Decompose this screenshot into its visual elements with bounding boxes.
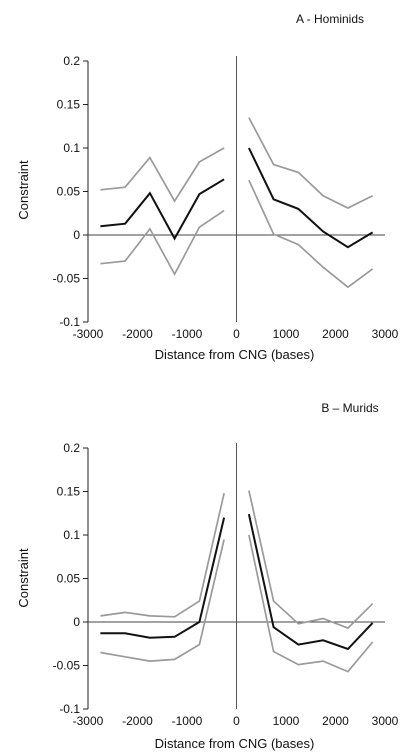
x-axis-label: Distance from CNG (bases) xyxy=(155,347,315,362)
y-tick-label: -0.1 xyxy=(59,315,80,329)
series-upper-line-upstream xyxy=(100,147,225,203)
series-mean-line-upstream xyxy=(100,178,225,241)
y-tick-label: 0.2 xyxy=(63,54,80,68)
y-axis-label: Constraint xyxy=(16,548,31,608)
x-tick-label: -2000 xyxy=(122,327,153,341)
y-tick-label: 0.1 xyxy=(63,528,80,542)
x-tick-label: 0 xyxy=(233,714,240,728)
y-tick-label: -0.05 xyxy=(53,272,81,286)
x-tick-label: 3000 xyxy=(372,714,399,728)
x-axis-label: Distance from CNG (bases) xyxy=(155,736,315,751)
x-tick-label: -3000 xyxy=(73,714,104,728)
x-tick-label: 2000 xyxy=(322,714,349,728)
y-tick-label: -0.1 xyxy=(59,702,80,716)
x-tick-label: 1000 xyxy=(273,327,300,341)
x-tick-label: 0 xyxy=(233,327,240,341)
series-lower-line-downstream xyxy=(248,534,374,673)
chart-panel-1: A - Hominids -0.1 -0.05 0 0.05 0.1 0.15 0.2 -300… xyxy=(16,12,399,362)
series-upper-line-downstream xyxy=(248,117,373,209)
chart-title: B – Murids xyxy=(321,401,378,415)
series-lower-line-upstream xyxy=(100,539,225,662)
x-tick-label: -2000 xyxy=(122,714,153,728)
x-tick-label: -1000 xyxy=(172,714,203,728)
y-tick-label: 0.15 xyxy=(57,98,81,112)
y-tick-label: 0.2 xyxy=(63,441,80,455)
y-tick-label: 0 xyxy=(73,228,80,242)
chart-panel-2: B – Murids -0.1 -0.05 0 0.05 0.1 0.15 0.2 -3000 -… xyxy=(16,401,399,751)
y-tick-label: -0.05 xyxy=(53,659,81,673)
x-tick-label: 3000 xyxy=(372,327,399,341)
y-tick-label: 0.15 xyxy=(57,485,81,499)
x-tick-label: 1000 xyxy=(273,714,300,728)
series-lower-line-downstream xyxy=(248,179,374,289)
series-mean-line-upstream xyxy=(100,517,226,639)
y-tick-label: 0.05 xyxy=(57,572,81,586)
x-tick-label: 2000 xyxy=(322,327,349,341)
chart-title: A - Hominids xyxy=(296,12,364,26)
y-axis-label: Constraint xyxy=(16,160,31,220)
series-mean-line-downstream xyxy=(247,513,374,651)
x-tick-label: -1000 xyxy=(172,327,203,341)
series-upper-line-upstream xyxy=(100,493,225,618)
y-tick-label: 0.1 xyxy=(63,141,80,155)
series-upper-line-downstream xyxy=(248,490,374,630)
x-tick-label: -3000 xyxy=(73,327,104,341)
series-lower-line-upstream xyxy=(100,209,225,276)
y-tick-label: 0.05 xyxy=(57,185,81,199)
y-tick-label: 0 xyxy=(73,615,80,629)
series-mean-line-downstream xyxy=(247,147,374,249)
